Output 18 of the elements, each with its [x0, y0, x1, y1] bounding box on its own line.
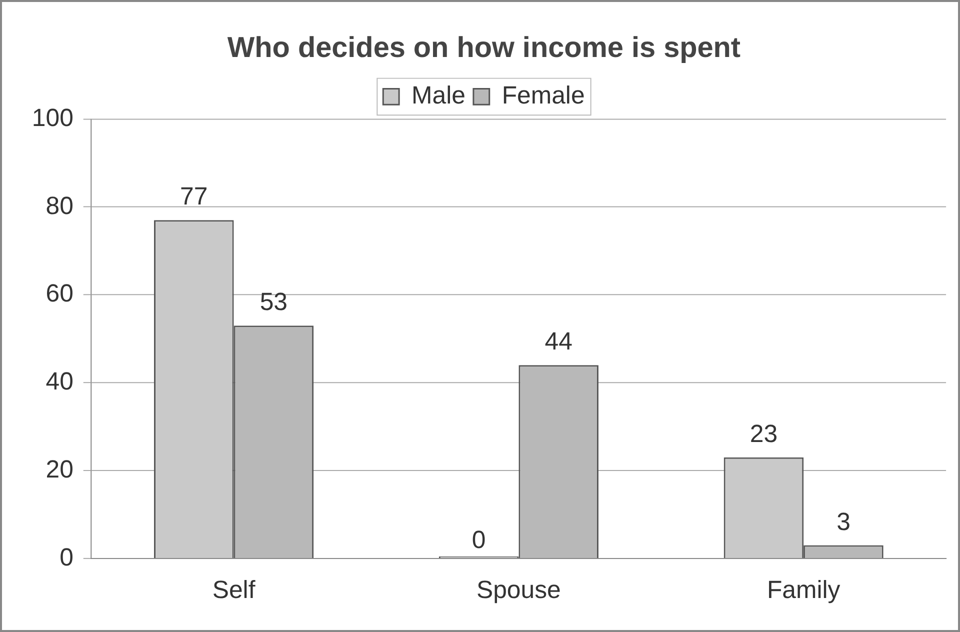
x-tick-label: Family — [766, 576, 841, 604]
y-tick-label: 60 — [46, 280, 74, 308]
data-label: 3 — [836, 508, 850, 536]
chart-title: Who decides on how income is spent — [227, 32, 741, 64]
y-tick-label: 100 — [32, 104, 74, 132]
data-label: 0 — [472, 526, 486, 554]
legend-label: Male — [412, 82, 466, 110]
y-tick-label: 20 — [46, 455, 74, 484]
data-label: 77 — [180, 182, 208, 211]
x-tick-label: Self — [212, 576, 256, 604]
x-tick-label: Spouse — [476, 576, 561, 604]
data-label: 53 — [260, 288, 288, 316]
data-label: 44 — [544, 328, 573, 356]
y-tick-label: 40 — [46, 368, 74, 396]
y-tick-label: 80 — [46, 192, 74, 220]
y-tick-label: 0 — [60, 543, 74, 572]
data-label: 23 — [750, 420, 778, 448]
legend-label: Female — [502, 82, 585, 110]
